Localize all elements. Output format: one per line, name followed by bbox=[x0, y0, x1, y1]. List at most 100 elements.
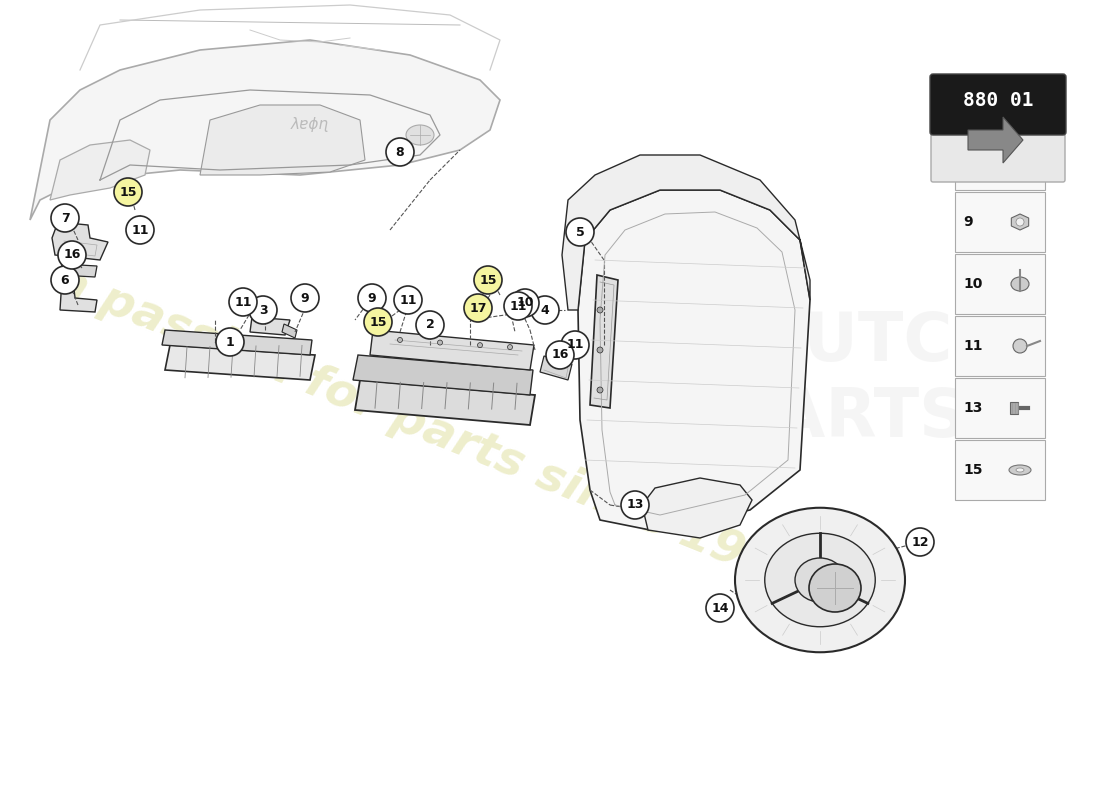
Circle shape bbox=[512, 289, 539, 317]
Ellipse shape bbox=[1009, 465, 1031, 475]
Circle shape bbox=[126, 216, 154, 244]
FancyBboxPatch shape bbox=[930, 74, 1066, 135]
Text: 15: 15 bbox=[119, 186, 136, 198]
Text: 8: 8 bbox=[396, 146, 405, 158]
Bar bbox=[955, 440, 1045, 500]
Polygon shape bbox=[282, 324, 297, 338]
Ellipse shape bbox=[735, 508, 905, 652]
Circle shape bbox=[394, 286, 422, 314]
Circle shape bbox=[58, 241, 86, 269]
Circle shape bbox=[546, 341, 574, 369]
Text: 12: 12 bbox=[911, 535, 928, 549]
Circle shape bbox=[229, 288, 257, 316]
Polygon shape bbox=[60, 279, 97, 312]
Circle shape bbox=[597, 387, 603, 393]
Text: 7: 7 bbox=[60, 211, 69, 225]
Polygon shape bbox=[30, 40, 500, 220]
Bar bbox=[955, 316, 1045, 376]
Circle shape bbox=[1014, 158, 1026, 170]
Circle shape bbox=[706, 594, 734, 622]
Circle shape bbox=[507, 345, 513, 350]
Polygon shape bbox=[642, 478, 752, 538]
Ellipse shape bbox=[808, 564, 861, 612]
Ellipse shape bbox=[1016, 468, 1024, 472]
Ellipse shape bbox=[1011, 277, 1028, 291]
Bar bbox=[955, 378, 1045, 438]
Circle shape bbox=[358, 284, 386, 312]
Polygon shape bbox=[200, 105, 365, 175]
Text: 880 01: 880 01 bbox=[962, 91, 1033, 110]
Text: 15: 15 bbox=[962, 463, 982, 477]
Text: 9: 9 bbox=[300, 291, 309, 305]
Circle shape bbox=[51, 266, 79, 294]
Text: 14: 14 bbox=[712, 602, 728, 614]
Text: 11: 11 bbox=[131, 223, 149, 237]
Text: 9: 9 bbox=[367, 291, 376, 305]
Bar bbox=[955, 130, 1045, 190]
Text: 1: 1 bbox=[226, 335, 234, 349]
Ellipse shape bbox=[1013, 339, 1027, 353]
Text: 11: 11 bbox=[566, 338, 584, 351]
Text: 8: 8 bbox=[962, 153, 972, 167]
Text: 16: 16 bbox=[64, 249, 80, 262]
Text: 10: 10 bbox=[516, 297, 534, 310]
Text: 5: 5 bbox=[575, 226, 584, 238]
Circle shape bbox=[416, 311, 444, 339]
Bar bbox=[955, 192, 1045, 252]
Circle shape bbox=[561, 331, 588, 359]
Polygon shape bbox=[165, 345, 315, 380]
Polygon shape bbox=[355, 380, 535, 425]
Polygon shape bbox=[250, 317, 290, 335]
Circle shape bbox=[51, 204, 79, 232]
FancyBboxPatch shape bbox=[931, 130, 1065, 182]
Text: 11: 11 bbox=[234, 295, 252, 309]
Polygon shape bbox=[968, 117, 1023, 163]
Bar bbox=[955, 254, 1045, 314]
Circle shape bbox=[621, 491, 649, 519]
Text: 9: 9 bbox=[962, 215, 972, 229]
Polygon shape bbox=[590, 275, 618, 408]
Circle shape bbox=[114, 178, 142, 206]
Bar bbox=[1010, 402, 1018, 414]
Text: 15: 15 bbox=[480, 274, 497, 286]
Text: 11: 11 bbox=[962, 339, 982, 353]
Text: 4: 4 bbox=[540, 303, 549, 317]
Circle shape bbox=[566, 218, 594, 246]
Text: OUTC
PARTS: OUTC PARTS bbox=[732, 309, 968, 451]
Text: 17: 17 bbox=[470, 302, 486, 314]
Text: 11: 11 bbox=[399, 294, 417, 306]
Polygon shape bbox=[50, 140, 150, 200]
Polygon shape bbox=[60, 264, 97, 277]
Circle shape bbox=[364, 308, 392, 336]
Circle shape bbox=[1016, 218, 1024, 226]
Text: 6: 6 bbox=[60, 274, 69, 286]
Polygon shape bbox=[370, 330, 534, 370]
Text: 10: 10 bbox=[962, 277, 982, 291]
Polygon shape bbox=[162, 330, 312, 355]
Polygon shape bbox=[353, 355, 534, 395]
Circle shape bbox=[216, 328, 244, 356]
Polygon shape bbox=[578, 190, 810, 530]
Circle shape bbox=[474, 266, 502, 294]
Polygon shape bbox=[1011, 214, 1028, 230]
Circle shape bbox=[597, 347, 603, 353]
Circle shape bbox=[597, 307, 603, 313]
Text: 16: 16 bbox=[551, 349, 569, 362]
Text: 13: 13 bbox=[962, 401, 982, 415]
Text: 15: 15 bbox=[370, 315, 387, 329]
Ellipse shape bbox=[764, 534, 876, 626]
Circle shape bbox=[906, 528, 934, 556]
Text: a passion for parts since 1965: a passion for parts since 1965 bbox=[48, 258, 812, 602]
Ellipse shape bbox=[795, 558, 845, 602]
Text: 2: 2 bbox=[426, 318, 434, 331]
Circle shape bbox=[249, 296, 277, 324]
Polygon shape bbox=[540, 356, 572, 380]
Polygon shape bbox=[52, 222, 108, 260]
Polygon shape bbox=[562, 155, 810, 310]
Circle shape bbox=[438, 340, 442, 345]
Text: λɐɸɳ: λɐɸɳ bbox=[290, 118, 329, 133]
Text: 11: 11 bbox=[509, 299, 527, 313]
Circle shape bbox=[397, 338, 403, 342]
Circle shape bbox=[292, 284, 319, 312]
Circle shape bbox=[386, 138, 414, 166]
